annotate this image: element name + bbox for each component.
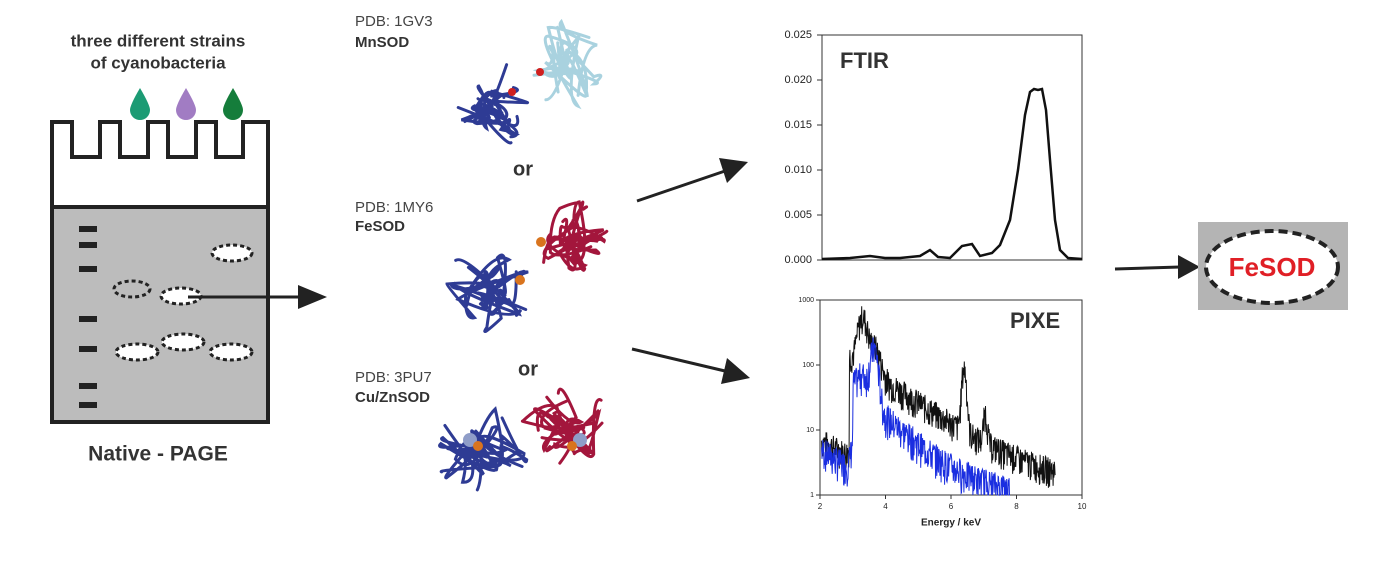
pixe-xlabel: Energy / keV bbox=[921, 518, 981, 529]
ribbon bbox=[532, 18, 603, 110]
ribbon bbox=[438, 406, 529, 492]
pdb-id: PDB: 1GV3 bbox=[355, 13, 433, 30]
x-tick-label: 8 bbox=[1014, 502, 1019, 511]
metal bbox=[463, 433, 477, 447]
bands bbox=[112, 243, 254, 362]
x-tick-label: 4 bbox=[883, 502, 888, 511]
y-tick-label: 0.005 bbox=[784, 209, 812, 221]
ribbon bbox=[520, 387, 604, 465]
separator: or bbox=[513, 158, 533, 180]
gel bbox=[50, 205, 270, 424]
pixe-title: PIXE bbox=[1010, 308, 1060, 333]
sample-label: three different strains bbox=[71, 31, 246, 50]
ribbon bbox=[542, 200, 609, 272]
x-tick-label: 10 bbox=[1078, 502, 1087, 511]
ftir-frame bbox=[821, 34, 1083, 261]
metal bbox=[515, 275, 525, 285]
pdb-id: PDB: 3PU7 bbox=[355, 369, 432, 386]
ribbon bbox=[445, 253, 529, 334]
y-tick-label: 0.015 bbox=[784, 119, 812, 131]
result-label: FeSOD bbox=[1229, 252, 1316, 282]
ftir-spectrum bbox=[821, 87, 1083, 261]
y-tick-label: 0.025 bbox=[784, 29, 812, 41]
arrow bbox=[1114, 255, 1200, 279]
gel-comb bbox=[50, 120, 270, 207]
y-tick-label: 0.010 bbox=[784, 164, 812, 176]
y-tick-label: 1 bbox=[810, 492, 814, 499]
metal bbox=[508, 88, 516, 96]
ribbon bbox=[456, 63, 529, 145]
ladder bbox=[79, 226, 97, 408]
pdb-id: PDB: 1MY6 bbox=[355, 199, 433, 216]
ftir-title: FTIR bbox=[840, 48, 889, 73]
arrow bbox=[636, 158, 748, 203]
protein-structures bbox=[438, 18, 609, 492]
y-tick-label: 100 bbox=[802, 362, 814, 369]
drop bbox=[223, 88, 243, 120]
protein-name: MnSOD bbox=[355, 34, 409, 51]
x-tick-label: 6 bbox=[949, 502, 954, 511]
pixe-spectrum bbox=[821, 337, 1010, 496]
metal bbox=[567, 441, 577, 451]
sample-label: of cyanobacteria bbox=[90, 53, 226, 72]
metal bbox=[473, 441, 483, 451]
arrow bbox=[631, 347, 750, 384]
pixe-spectrum bbox=[821, 306, 1056, 488]
drop bbox=[130, 88, 150, 120]
arrow bbox=[188, 285, 327, 309]
drop bbox=[176, 88, 196, 120]
metal bbox=[573, 433, 587, 447]
y-tick-label: 0.000 bbox=[784, 254, 812, 266]
y-tick-label: 1000 bbox=[798, 297, 814, 304]
metal bbox=[536, 237, 546, 247]
metal bbox=[536, 68, 544, 76]
y-tick-label: 10 bbox=[806, 427, 814, 434]
separator: or bbox=[518, 358, 538, 380]
gel-caption: Native - PAGE bbox=[88, 443, 228, 466]
result-band bbox=[1204, 229, 1340, 305]
protein-name: FeSOD bbox=[355, 218, 405, 235]
y-tick-label: 0.020 bbox=[784, 74, 812, 86]
x-tick-label: 2 bbox=[818, 502, 823, 511]
protein-name: Cu/ZnSOD bbox=[355, 389, 430, 406]
